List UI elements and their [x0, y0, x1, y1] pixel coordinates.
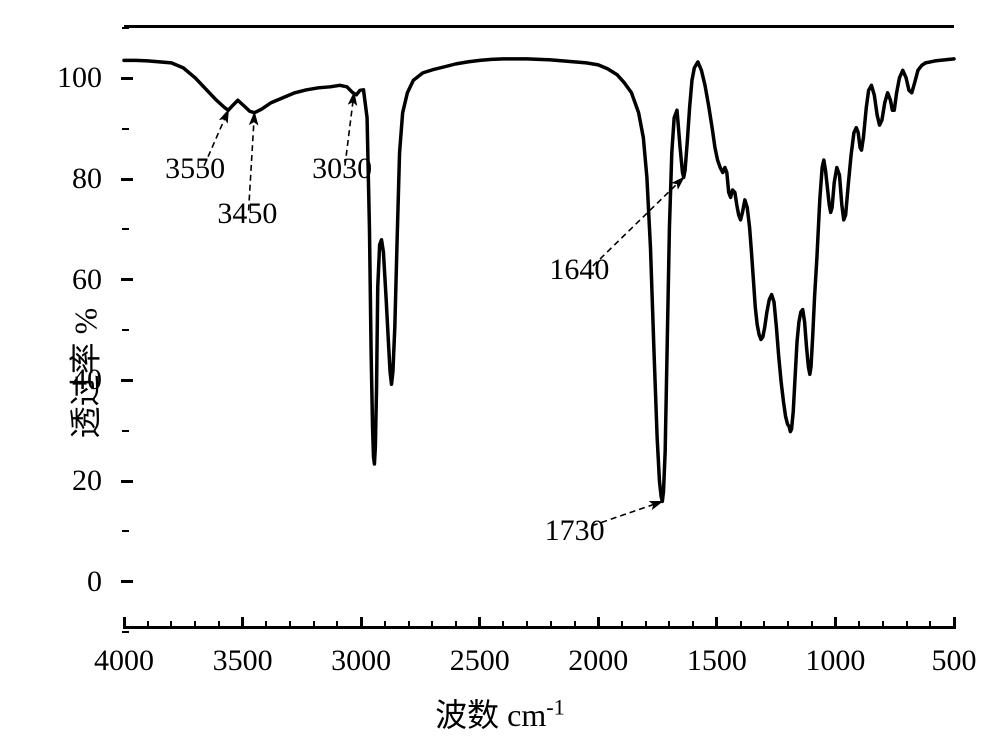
x-tick-label: 500 [932, 644, 977, 678]
y-tick-minor [122, 228, 129, 230]
x-tick-minor [763, 621, 765, 628]
x-tick-minor [313, 621, 315, 628]
y-tick [121, 580, 133, 583]
y-tick-label: 60 [72, 263, 102, 297]
x-tick [360, 617, 363, 629]
x-tick-minor [858, 621, 860, 628]
y-tick-minor [122, 530, 129, 532]
x-tick-minor [289, 621, 291, 628]
x-tick-minor [408, 621, 410, 628]
x-tick-minor [336, 621, 338, 628]
y-tick-minor [122, 631, 129, 633]
x-tick-minor [787, 621, 789, 628]
x-tick-label: 4000 [94, 644, 154, 678]
x-tick-minor [668, 621, 670, 628]
x-tick [715, 617, 718, 629]
x-tick-minor [740, 621, 742, 628]
x-tick [241, 617, 244, 629]
x-tick-minor [811, 621, 813, 628]
x-tick-label: 3000 [331, 644, 391, 678]
y-tick [121, 278, 133, 281]
x-tick-minor [170, 621, 172, 628]
x-tick-minor [574, 621, 576, 628]
y-axis-label: 透过率 % [60, 308, 106, 439]
x-axis-label: 波数 cm-1 [435, 690, 565, 736]
y-tick-label: 100 [57, 61, 102, 95]
x-tick-minor [645, 621, 647, 628]
x-tick-label: 1000 [805, 644, 865, 678]
y-tick [121, 480, 133, 483]
x-tick-minor [384, 621, 386, 628]
peak-label: 1640 [549, 253, 609, 287]
x-tick-minor [882, 621, 884, 628]
x-tick-minor [431, 621, 433, 628]
x-tick-minor [218, 621, 220, 628]
x-tick-minor [692, 621, 694, 628]
x-tick-minor [455, 621, 457, 628]
peak-label: 3450 [217, 197, 277, 231]
x-tick [123, 617, 126, 629]
x-tick [953, 617, 956, 629]
x-tick-minor [526, 621, 528, 628]
x-axis-label-sup: -1 [546, 694, 565, 719]
x-tick [478, 617, 481, 629]
x-tick [834, 617, 837, 629]
peak-arrow [249, 113, 255, 211]
peak-label: 1730 [545, 514, 605, 548]
y-tick [121, 178, 133, 181]
peak-label: 3550 [165, 152, 225, 186]
figure: 4000350030002500200015001000500 02040608… [0, 0, 1000, 746]
x-tick-minor [194, 621, 196, 628]
x-tick-minor [265, 621, 267, 628]
y-tick-label: 80 [72, 162, 102, 196]
y-tick [121, 379, 133, 382]
annotations-layer [124, 28, 954, 626]
x-axis-label-text: 波数 cm [435, 697, 546, 733]
x-tick-label: 3500 [213, 644, 273, 678]
y-tick [121, 77, 133, 80]
x-tick-minor [906, 621, 908, 628]
y-tick-minor [122, 329, 129, 331]
y-tick-minor [122, 430, 129, 432]
x-tick-minor [502, 621, 504, 628]
y-tick-minor [122, 27, 129, 29]
x-tick-minor [621, 621, 623, 628]
x-tick-label: 1500 [687, 644, 747, 678]
y-tick-label: 0 [87, 565, 102, 599]
y-tick-label: 20 [72, 464, 102, 498]
x-tick-label: 2500 [450, 644, 510, 678]
y-tick-minor [122, 128, 129, 130]
x-tick-minor [147, 621, 149, 628]
x-tick-label: 2000 [568, 644, 628, 678]
x-tick-minor [929, 621, 931, 628]
x-tick-minor [550, 621, 552, 628]
plot-area: 4000350030002500200015001000500 02040608… [124, 25, 954, 629]
peak-label: 3030 [312, 152, 372, 186]
x-tick [597, 617, 600, 629]
